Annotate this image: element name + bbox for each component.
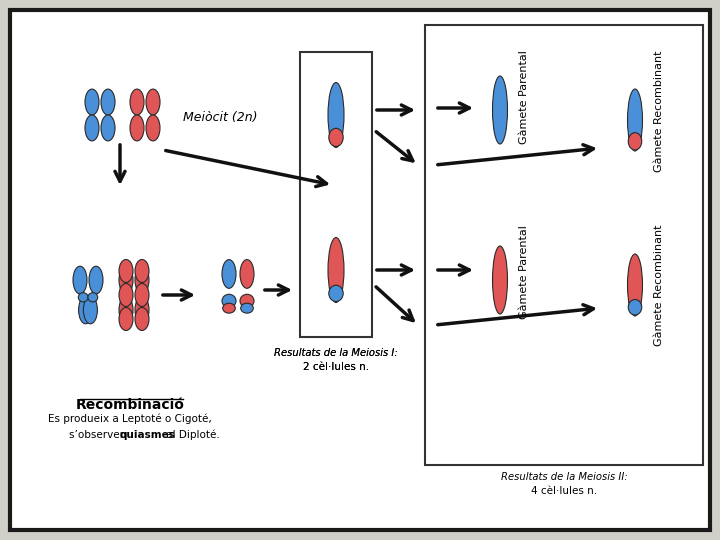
Ellipse shape: [101, 89, 115, 115]
Ellipse shape: [222, 260, 236, 288]
Ellipse shape: [628, 89, 642, 151]
Ellipse shape: [629, 300, 642, 315]
Ellipse shape: [328, 83, 344, 147]
Text: Resultats de la Meiosis II:: Resultats de la Meiosis II:: [500, 472, 627, 482]
Ellipse shape: [222, 303, 235, 313]
Ellipse shape: [78, 296, 93, 324]
Text: Es produeix a Leptoté o Cigoté,: Es produeix a Leptoté o Cigoté,: [48, 414, 212, 424]
Ellipse shape: [135, 260, 149, 282]
Ellipse shape: [628, 254, 642, 316]
Ellipse shape: [492, 246, 508, 314]
Ellipse shape: [130, 115, 144, 141]
Text: Recombinació: Recombinació: [76, 398, 184, 412]
Bar: [300, 52, 372, 337]
Ellipse shape: [329, 129, 343, 146]
Text: 2 cèl·lules n.: 2 cèl·lules n.: [303, 362, 369, 372]
Ellipse shape: [240, 303, 253, 313]
Text: 2 cèl·lules n.: 2 cèl·lules n.: [303, 362, 369, 372]
Ellipse shape: [629, 133, 642, 150]
Bar: [425, 25, 703, 465]
Text: al Diploté.: al Diploté.: [163, 430, 220, 441]
Ellipse shape: [240, 260, 254, 288]
Ellipse shape: [119, 266, 133, 294]
Ellipse shape: [135, 296, 149, 324]
Text: quiasmes: quiasmes: [120, 430, 176, 440]
Ellipse shape: [73, 266, 87, 294]
Text: Gàmete Parental: Gàmete Parental: [519, 225, 529, 319]
Ellipse shape: [130, 89, 144, 115]
Text: Resultats de la Meiosis I:: Resultats de la Meiosis I:: [274, 348, 398, 358]
Ellipse shape: [222, 294, 236, 307]
Ellipse shape: [329, 285, 343, 301]
Text: Gàmete Parental: Gàmete Parental: [519, 50, 529, 144]
Ellipse shape: [88, 293, 98, 302]
Ellipse shape: [85, 89, 99, 115]
Ellipse shape: [492, 76, 508, 144]
Ellipse shape: [328, 238, 344, 302]
Text: Gàmete Recombinant: Gàmete Recombinant: [654, 50, 664, 172]
Ellipse shape: [101, 115, 115, 141]
Text: Resultats de la Meiosis I:: Resultats de la Meiosis I:: [274, 348, 398, 358]
Text: Gàmete Recombinant: Gàmete Recombinant: [654, 225, 664, 347]
Ellipse shape: [119, 284, 133, 307]
Ellipse shape: [119, 296, 133, 324]
Ellipse shape: [135, 266, 149, 294]
Ellipse shape: [135, 284, 149, 307]
Text: Meiòcit (2n): Meiòcit (2n): [183, 111, 258, 125]
Ellipse shape: [135, 307, 149, 330]
Ellipse shape: [146, 89, 160, 115]
Ellipse shape: [89, 266, 103, 294]
Ellipse shape: [84, 296, 97, 324]
Ellipse shape: [240, 294, 254, 307]
Ellipse shape: [85, 115, 99, 141]
Text: s’observen: s’observen: [69, 430, 130, 440]
Ellipse shape: [78, 293, 88, 302]
Ellipse shape: [146, 115, 160, 141]
Ellipse shape: [119, 307, 133, 330]
Ellipse shape: [119, 260, 133, 282]
Text: 4 cèl·lules n.: 4 cèl·lules n.: [531, 486, 597, 496]
